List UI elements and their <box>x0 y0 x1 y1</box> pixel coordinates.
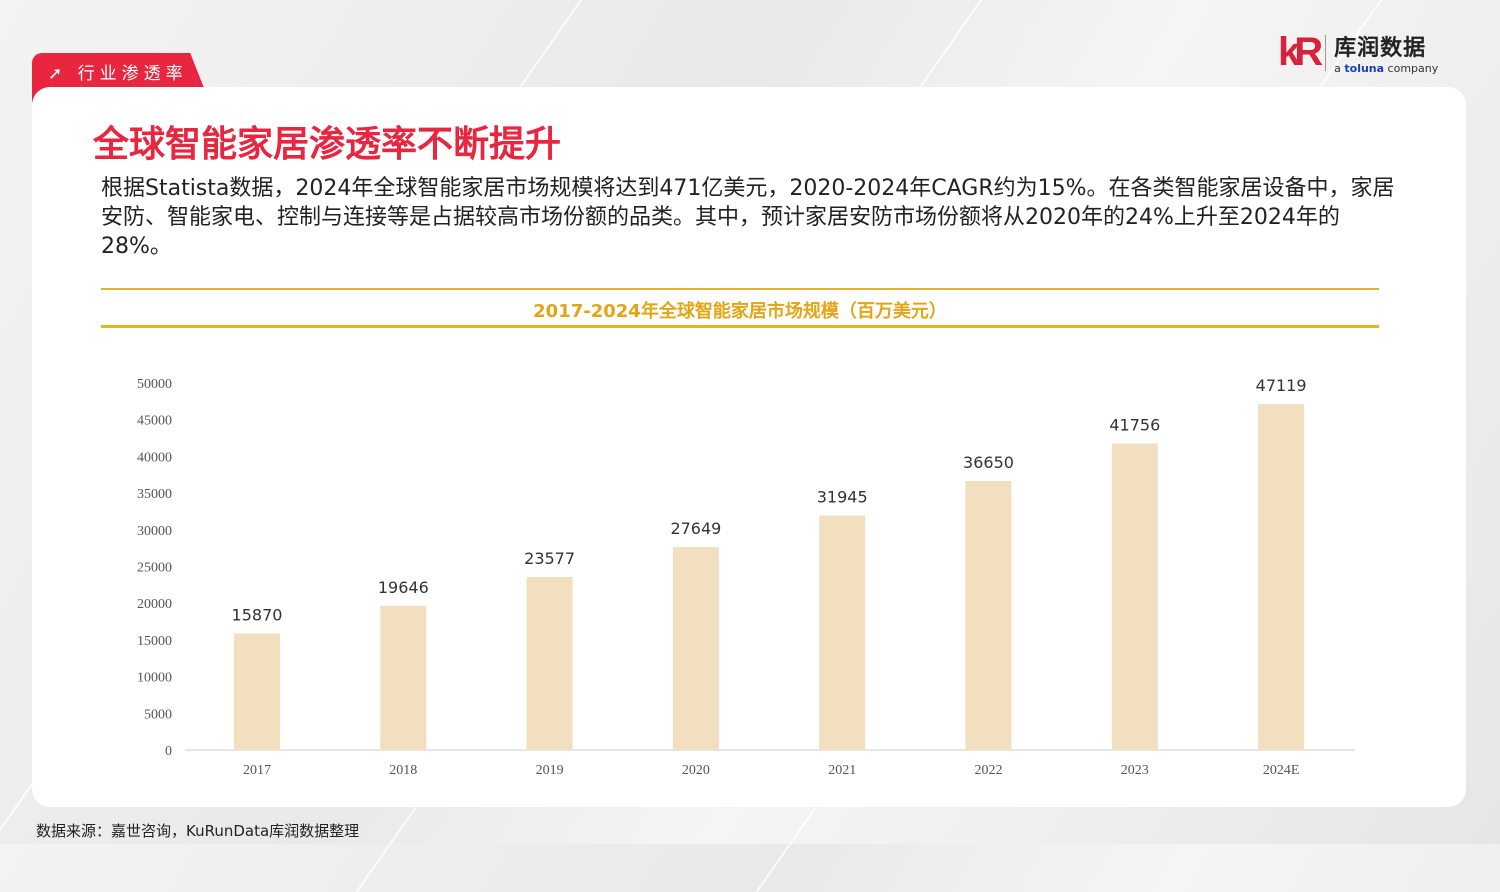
y-tick-label: 25000 <box>137 561 172 576</box>
description: 根据Statista数据，2024年全球智能家居市场规模将达到471亿美元，20… <box>101 176 1395 259</box>
arrow-icon: ➚ <box>48 64 68 84</box>
bar-chart: 0 5000 10000 15000 20000 25000 30000 35000 40000… <box>137 376 1355 778</box>
x-tick-label: 2020 <box>682 763 710 778</box>
data-label: 27649 <box>670 519 721 538</box>
y-tick-label: 20000 <box>137 597 172 612</box>
y-tick-label: 50000 <box>137 377 172 392</box>
y-tick-label: 5000 <box>144 707 172 722</box>
data-label: 19646 <box>378 578 429 597</box>
data-label: 23577 <box>524 549 575 568</box>
y-tick-label: 0 <box>165 744 172 759</box>
bar <box>380 605 427 750</box>
bar <box>1258 404 1305 750</box>
y-tick-label: 15000 <box>137 634 172 649</box>
logo: kR 库润数据 a toluna company <box>1278 30 1439 75</box>
x-tick-label: 2021 <box>828 763 856 778</box>
page-title: 全球智能家居渗透率不断提升 <box>93 124 562 165</box>
data-label: 15870 <box>232 606 283 625</box>
y-tick-label: 30000 <box>137 524 172 539</box>
logo-mark-icon: kR <box>1278 30 1323 74</box>
bar <box>965 480 1012 750</box>
bar <box>234 633 280 750</box>
x-tick-label: 2018 <box>389 763 417 778</box>
y-tick-label: 45000 <box>137 414 172 429</box>
x-tick-label: 2019 <box>536 763 564 778</box>
bar <box>1111 443 1158 750</box>
data-label: 47119 <box>1256 376 1307 395</box>
x-tick-label: 2022 <box>975 763 1003 778</box>
data-label: 36650 <box>963 453 1014 472</box>
bar <box>526 576 573 750</box>
x-tick-label: 2023 <box>1121 763 1149 778</box>
y-tick-label: 10000 <box>137 671 172 686</box>
source-note: 数据来源：嘉世咨询，KuRunData库润数据整理 <box>36 822 360 840</box>
x-tick-label: 2024E <box>1263 763 1300 778</box>
data-label: 31945 <box>817 488 868 507</box>
bar <box>819 515 866 750</box>
x-tick-label: 2017 <box>243 763 271 778</box>
data-label: 41756 <box>1109 416 1160 435</box>
y-tick-label: 40000 <box>137 450 172 465</box>
y-tick-label: 35000 <box>137 487 172 502</box>
bar <box>672 547 719 750</box>
section-tab-label: 行业渗透率 <box>77 64 188 84</box>
chart-title: 2017-2024年全球智能家居市场规模（百万美元） <box>533 301 947 322</box>
